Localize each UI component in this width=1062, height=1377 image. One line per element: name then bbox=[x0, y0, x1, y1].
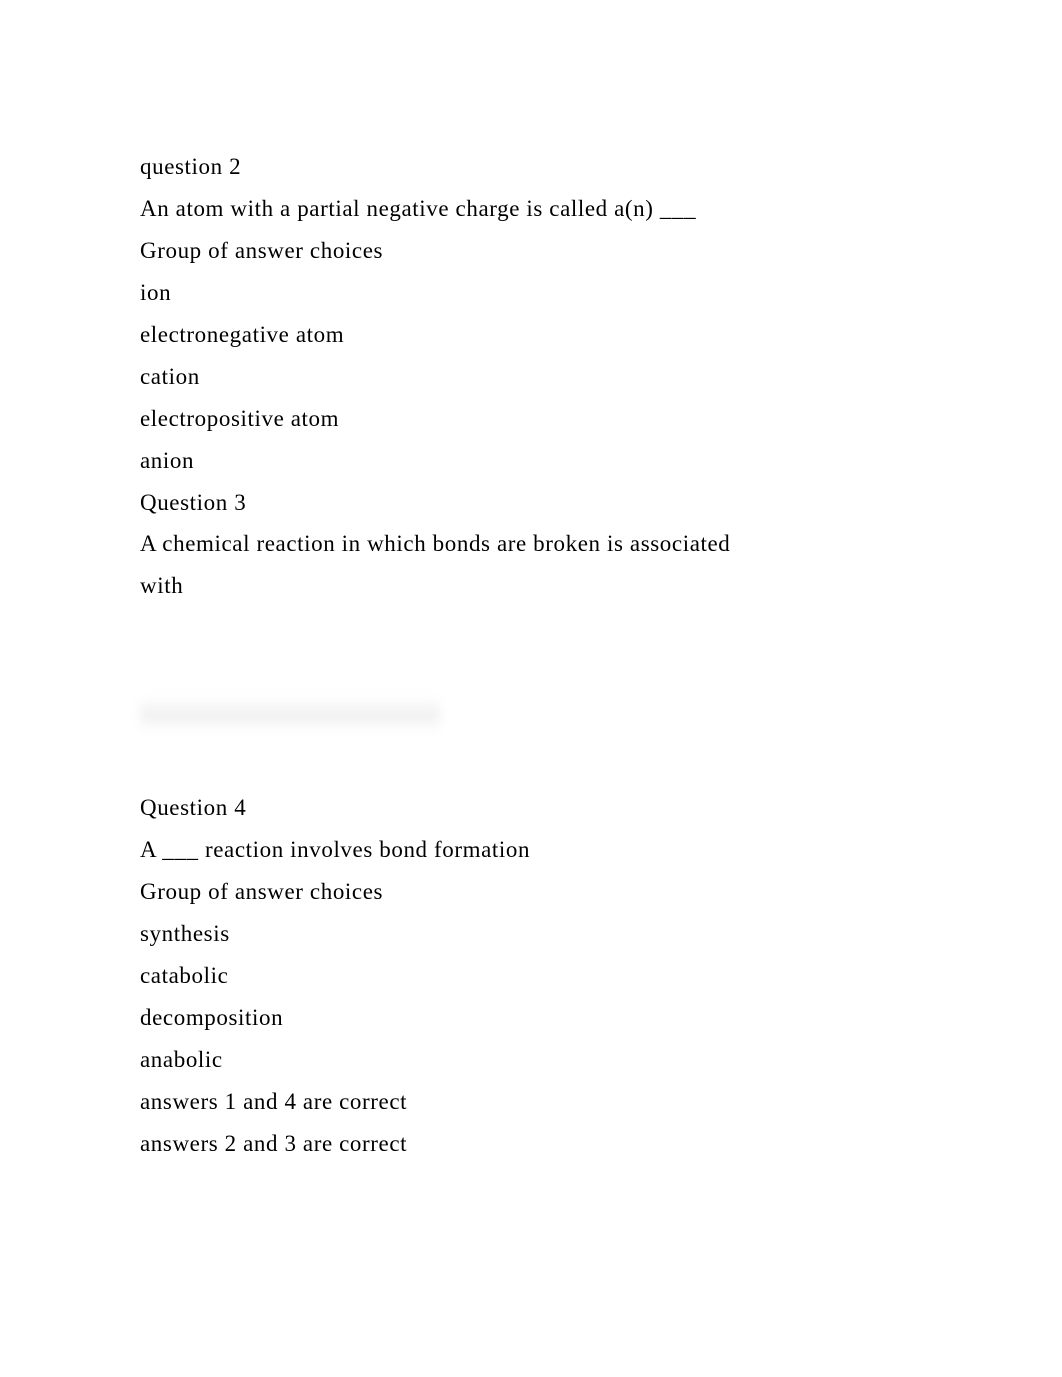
document-page: question 2 An atom with a partial negati… bbox=[0, 0, 1062, 1377]
question-2-choice-3: cation bbox=[140, 358, 910, 396]
question-2-choice-1: ion bbox=[140, 274, 910, 312]
redacted-blur-region bbox=[140, 696, 440, 732]
question-2-prompt: An atom with a partial negative charge i… bbox=[140, 190, 910, 228]
question-4-choice-4: anabolic bbox=[140, 1041, 910, 1079]
question-3-prompt-line-1: A chemical reaction in which bonds are b… bbox=[140, 525, 910, 563]
question-4-choice-6: answers 2 and 3 are correct bbox=[140, 1125, 910, 1163]
question-4-choice-2: catabolic bbox=[140, 957, 910, 995]
document-content: question 2 An atom with a partial negati… bbox=[140, 148, 910, 1167]
question-4-choice-3: decomposition bbox=[140, 999, 910, 1037]
question-2-choice-4: electropositive atom bbox=[140, 400, 910, 438]
question-4-choice-1: synthesis bbox=[140, 915, 910, 953]
question-2-choice-2: electronegative atom bbox=[140, 316, 910, 354]
question-4-prompt: A ___ reaction involves bond formation bbox=[140, 831, 910, 869]
question-4-group-label: Group of answer choices bbox=[140, 873, 910, 911]
question-2-group-label: Group of answer choices bbox=[140, 232, 910, 270]
question-3-prompt-line-2: with bbox=[140, 567, 910, 605]
question-2-heading: question 2 bbox=[140, 148, 910, 186]
question-2-choice-5: anion bbox=[140, 442, 910, 480]
question-4-choice-5: answers 1 and 4 are correct bbox=[140, 1083, 910, 1121]
question-3-heading: Question 3 bbox=[140, 484, 910, 522]
question-4-heading: Question 4 bbox=[140, 789, 910, 827]
